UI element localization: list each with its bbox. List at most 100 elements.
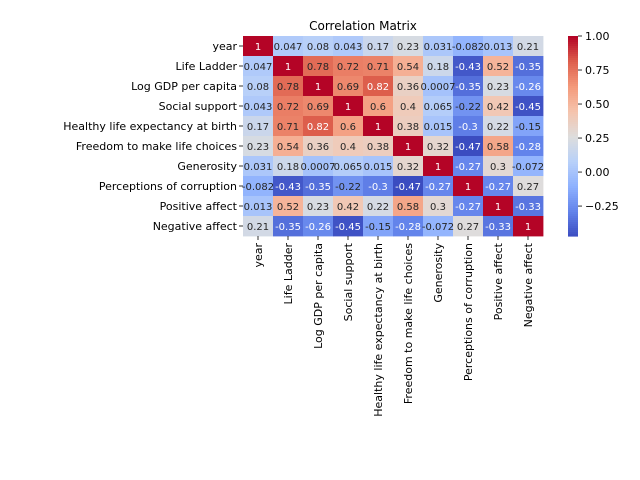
heatmap-cell [303,56,334,77]
colorbar-segment [568,142,578,145]
colorbar-segment [568,230,578,233]
heatmap-cell [393,136,424,157]
colorbar-segment [568,196,578,199]
cell-annotation: 0.4 [340,142,356,153]
heatmap-cell [333,156,364,177]
heatmap-cell [453,216,484,237]
colorbar-segment [568,152,578,155]
cell-annotation: 0.065 [424,102,453,113]
colorbar-segment [568,184,578,187]
cell-annotation: 0.42 [487,102,509,113]
heatmap-cell [243,96,274,117]
colorbar-segment [568,160,578,163]
cell-annotation: -0.3 [458,122,478,133]
colorbar-segment [568,112,578,115]
cell-annotation: 1 [285,62,291,73]
cell-annotation: 0.54 [277,142,299,153]
heatmap-cell [273,96,304,117]
heatmap-cell [273,196,304,217]
colorbar-segment [568,108,578,111]
colorbar: 1.00 0.75 0.50 0.25 0.00 −0.25 [568,30,619,237]
heatmap-cell [453,196,484,217]
cell-annotation: 0.71 [277,122,299,133]
cell-annotation: 0.22 [487,122,509,133]
heatmap-cell [303,36,334,57]
heatmap-cell [243,116,274,137]
cell-annotation: -0.15 [365,222,391,233]
colorbar-segment [568,102,578,105]
heatmap-cell [423,196,454,217]
heatmap-cell [423,216,454,237]
colorbar-segment [568,50,578,53]
heatmap-cell [393,216,424,237]
colorbar-segment [568,174,578,177]
heatmap-cell [393,56,424,77]
y-tick-label: Generosity [177,160,237,173]
cell-annotation: 0.52 [487,62,509,73]
colorbar-segment [568,206,578,209]
colorbar-segment [568,166,578,169]
cell-annotation: 0.6 [340,122,356,133]
heatmap-cell [453,56,484,77]
colorbar-tick-label: 0.25 [585,132,610,145]
heatmap-cell [363,156,394,177]
heatmap-cell [393,76,424,97]
cell-annotation: -0.47 [395,182,421,193]
heatmap-cell [333,76,364,97]
colorbar-tick-label: 1.00 [585,30,610,43]
colorbar-segment [568,158,578,161]
colorbar-segment [568,224,578,227]
colorbar-segment [568,62,578,65]
colorbar-segment [568,68,578,71]
cell-annotation: 0.4 [400,102,416,113]
cell-annotation: 0.78 [307,62,329,73]
colorbar-segment [568,46,578,49]
heatmap-cell [363,176,394,197]
colorbar-segment [568,216,578,219]
colorbar-segment [568,110,578,113]
heatmap-cell [483,136,514,157]
cell-annotation: -0.43 [455,62,481,73]
heatmap-cell [393,36,424,57]
colorbar-segment [568,172,578,175]
cell-annotation: -0.26 [515,82,541,93]
heatmap-cell [453,116,484,137]
heatmap-cell [513,56,544,77]
colorbar-segment [568,94,578,97]
colorbar-segment [568,198,578,201]
y-tick-label: Perceptions of corruption [99,180,237,193]
cell-annotation: 0.23 [247,142,269,153]
heatmap-cell [273,216,304,237]
cell-annotation: 0.3 [490,162,506,173]
cell-annotation: -0.072 [422,222,454,233]
colorbar-segment [568,138,578,141]
cell-annotation: -0.27 [455,202,481,213]
y-tick-label: Positive affect [160,200,238,213]
colorbar-segment [568,154,578,157]
colorbar-segment [568,130,578,133]
cell-annotation: -0.35 [515,62,541,73]
heatmap-cell [513,36,544,57]
colorbar-segment [568,232,578,235]
heatmap-cell [483,96,514,117]
cell-annotation: 0.6 [370,102,386,113]
cell-annotation: 0.32 [427,142,449,153]
heatmap-cell [273,56,304,77]
heatmap-cell [303,176,334,197]
colorbar-segment [568,90,578,93]
heatmap-cell [453,136,484,157]
heatmap-cell [513,116,544,137]
cell-annotation: 0.52 [277,202,299,213]
heatmap-cell [453,36,484,57]
cell-annotation: -0.082 [242,182,274,193]
heatmap-cell [423,176,454,197]
heatmap-cell [393,176,424,197]
cell-annotation: 0.38 [397,122,419,133]
cell-annotation: 0.23 [307,202,329,213]
heatmap-cell [393,196,424,217]
heatmap-cell [303,76,334,97]
colorbar-segment [568,76,578,79]
cell-annotation: 1 [465,182,471,193]
colorbar-segment [568,36,578,39]
